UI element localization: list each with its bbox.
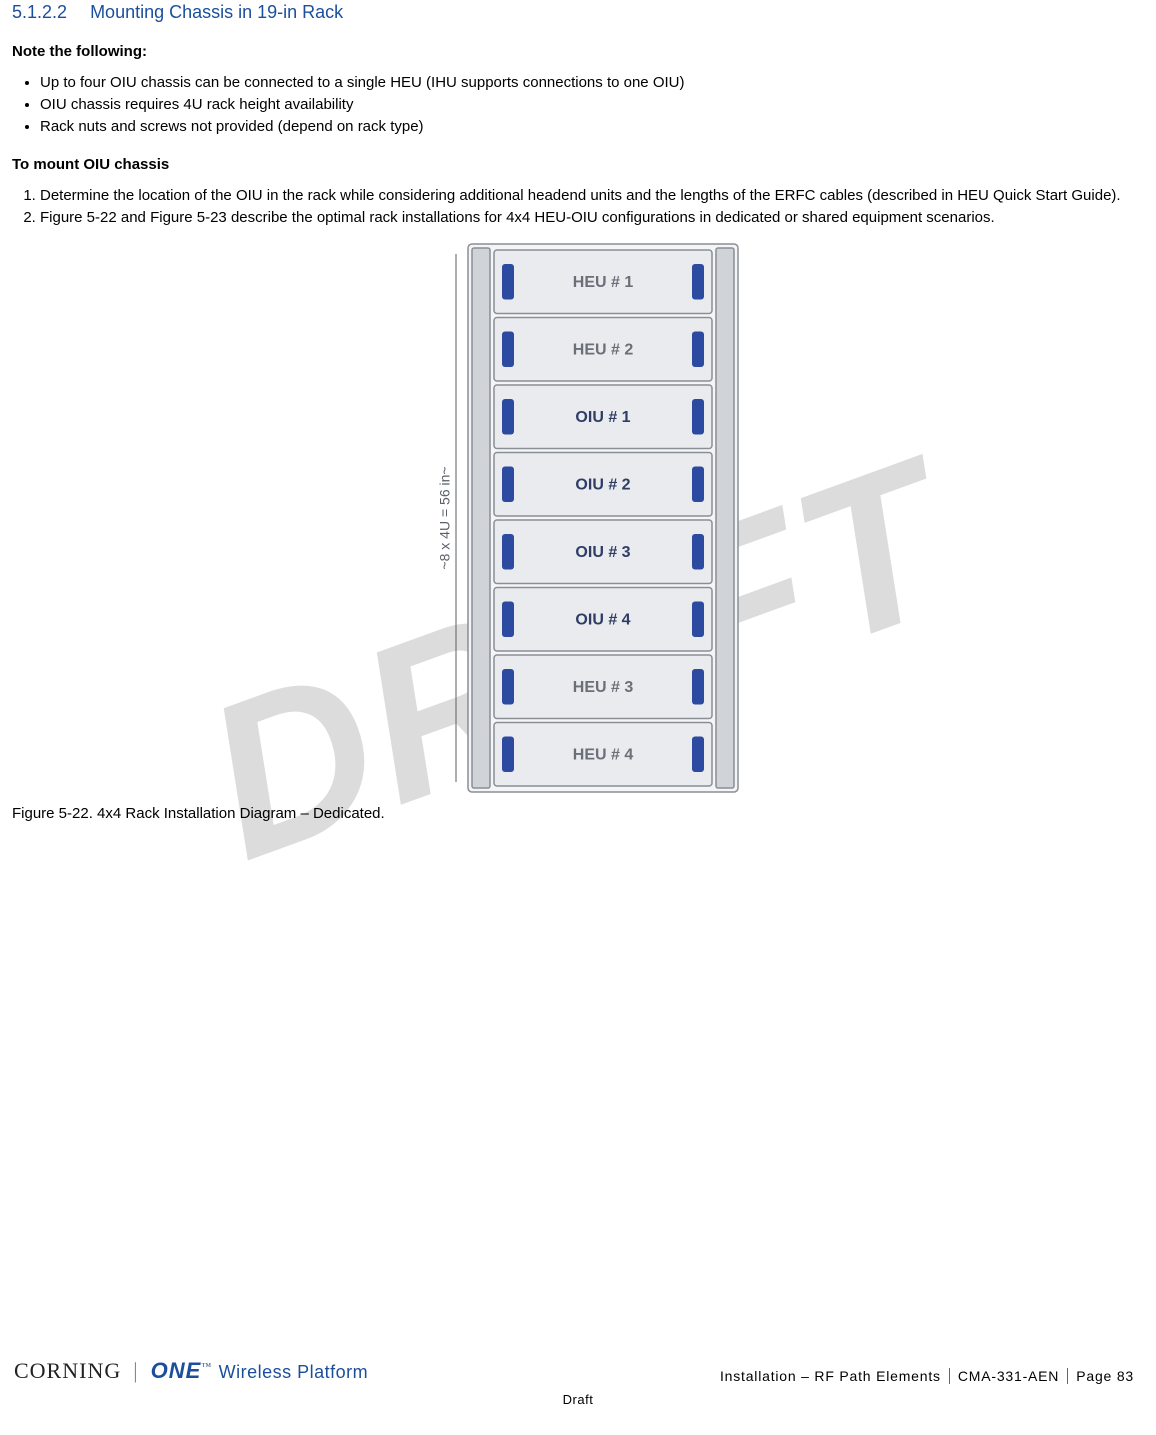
note-list: Up to four OIU chassis can be connected … (12, 73, 1144, 138)
svg-text:OIU # 3: OIU # 3 (575, 544, 630, 561)
svg-text:OIU # 1: OIU # 1 (575, 409, 630, 426)
brand-main: CORNING (14, 1356, 121, 1386)
note-item: Rack nuts and screws not provided (depen… (40, 117, 1144, 137)
figure-container: HEU # 1 HEU # 2 OIU # 1 OIU # 2 OIU # 3 OIU #… (12, 238, 1144, 798)
figure-caption: Figure 5-22. 4x4 Rack Installation Diagr… (12, 804, 1144, 824)
section-title: Mounting Chassis in 19-in Rack (90, 2, 343, 22)
svg-text:OIU # 4: OIU # 4 (575, 612, 630, 629)
footer-page: Page 83 (1068, 1367, 1142, 1386)
section-heading: 5.1.2.2 Mounting Chassis in 19-in Rack (12, 0, 1144, 24)
procedure-label: To mount OIU chassis (12, 155, 1144, 175)
trademark-icon: ™ (201, 1361, 212, 1372)
page-content: 5.1.2.2 Mounting Chassis in 19-in Rack N… (0, 0, 1156, 824)
note-item: OIU chassis requires 4U rack height avai… (40, 95, 1144, 115)
svg-text:HEU # 1: HEU # 1 (573, 274, 634, 291)
section-number: 5.1.2.2 (12, 0, 67, 24)
svg-text:HEU # 4: HEU # 4 (573, 747, 634, 764)
page-footer: CORNING | ONE™ Wireless Platform Install… (0, 1356, 1156, 1409)
step-item: Determine the location of the OIU in the… (40, 186, 1144, 206)
footer-row: CORNING | ONE™ Wireless Platform Install… (14, 1356, 1142, 1386)
note-label: Note the following: (12, 42, 1144, 62)
brand-divider: | (133, 1356, 138, 1386)
procedure-steps: Determine the location of the OIU in the… (12, 186, 1144, 229)
svg-text:HEU # 2: HEU # 2 (573, 342, 634, 359)
step-item: Figure 5-22 and Figure 5-23 describe the… (40, 208, 1144, 228)
svg-text:~8 x 4U = 56 in~: ~8 x 4U = 56 in~ (437, 466, 453, 569)
svg-text:OIU # 2: OIU # 2 (575, 477, 630, 494)
brand-tagline: Wireless Platform (219, 1362, 369, 1382)
svg-text:HEU # 3: HEU # 3 (573, 679, 634, 696)
rack-diagram: HEU # 1 HEU # 2 OIU # 1 OIU # 2 OIU # 3 OIU #… (408, 238, 748, 798)
footer-meta: Installation – RF Path Elements CMA-331-… (712, 1367, 1142, 1386)
brand-one: ONE (151, 1358, 202, 1383)
footer-status: Draft (14, 1391, 1142, 1409)
footer-section: Installation – RF Path Elements (712, 1367, 949, 1386)
brand-block: CORNING | ONE™ Wireless Platform (14, 1356, 368, 1386)
footer-docid: CMA-331-AEN (950, 1367, 1067, 1386)
note-item: Up to four OIU chassis can be connected … (40, 73, 1144, 93)
